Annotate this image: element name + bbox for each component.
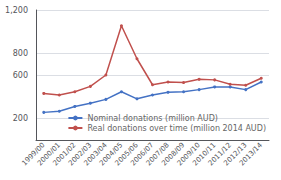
svg-text:1,200: 1,200	[5, 6, 28, 15]
svg-text:2003/04: 2003/04	[82, 141, 109, 168]
svg-text:2009/10: 2009/10	[175, 141, 202, 168]
svg-text:800: 800	[13, 49, 28, 58]
svg-text:2011/12: 2011/12	[206, 141, 233, 168]
svg-text:600: 600	[13, 71, 28, 80]
svg-text:Nominal donations (million AUD: Nominal donations (million AUD)	[87, 114, 218, 123]
svg-text:2006/07: 2006/07	[129, 141, 156, 168]
svg-text:2000/01: 2000/01	[36, 141, 63, 168]
svg-text:2001/02: 2001/02	[51, 141, 78, 168]
svg-text:2002/03: 2002/03	[67, 141, 94, 168]
svg-text:2004/05: 2004/05	[98, 141, 125, 168]
svg-text:Real donations over time (mill: Real donations over time (million 2014 A…	[87, 124, 266, 133]
svg-text:2010/11: 2010/11	[191, 141, 218, 168]
svg-text:2005/06: 2005/06	[113, 141, 140, 168]
svg-text:2007/08: 2007/08	[144, 141, 171, 168]
svg-text:200: 200	[13, 114, 28, 123]
svg-text:2008/09: 2008/09	[160, 141, 187, 168]
svg-text:2013/14: 2013/14	[238, 141, 265, 168]
svg-text:1999/00: 1999/00	[20, 141, 47, 168]
svg-text:2012/13: 2012/13	[222, 141, 249, 168]
